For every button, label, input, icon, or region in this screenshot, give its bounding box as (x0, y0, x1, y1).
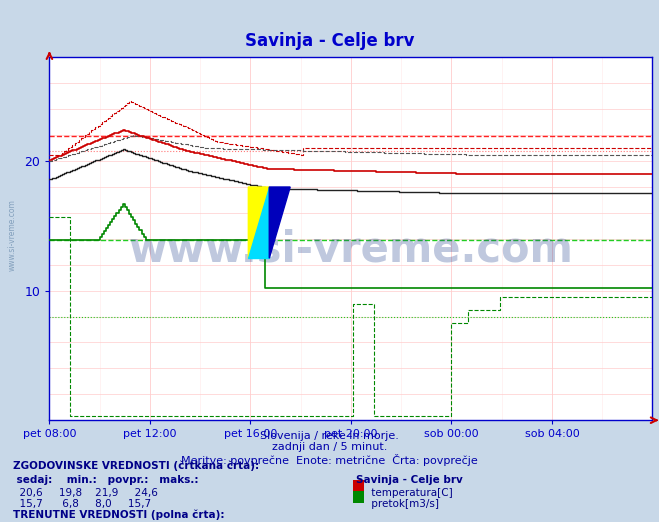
Text: TRENUTNE VREDNOSTI (polna črta):: TRENUTNE VREDNOSTI (polna črta): (13, 510, 225, 520)
Polygon shape (248, 187, 270, 258)
Text: 15,7      6,8     8,0     15,7: 15,7 6,8 8,0 15,7 (13, 499, 152, 508)
Text: Meritve: povprečne  Enote: metrične  Črta: povprečje: Meritve: povprečne Enote: metrične Črta:… (181, 454, 478, 466)
Text: Slovenija / reke in morje.: Slovenija / reke in morje. (260, 431, 399, 441)
Text: Savinja - Celje brv: Savinja - Celje brv (356, 475, 463, 485)
Text: Savinja - Celje brv: Savinja - Celje brv (244, 32, 415, 50)
Text: 20,6     19,8    21,9     24,6: 20,6 19,8 21,9 24,6 (13, 488, 158, 497)
Text: sedaj:    min.:   povpr.:   maks.:: sedaj: min.: povpr.: maks.: (13, 475, 198, 485)
Polygon shape (270, 187, 290, 258)
Text: www.si-vreme.com: www.si-vreme.com (8, 199, 17, 271)
Text: www.si-vreme.com: www.si-vreme.com (129, 229, 573, 271)
Polygon shape (248, 187, 270, 258)
Text: ZGODOVINSKE VREDNOSTI (črtkana črta):: ZGODOVINSKE VREDNOSTI (črtkana črta): (13, 460, 259, 471)
Text: zadnji dan / 5 minut.: zadnji dan / 5 minut. (272, 442, 387, 452)
Text: temperatura[C]: temperatura[C] (368, 488, 453, 497)
Text: pretok[m3/s]: pretok[m3/s] (368, 499, 439, 508)
